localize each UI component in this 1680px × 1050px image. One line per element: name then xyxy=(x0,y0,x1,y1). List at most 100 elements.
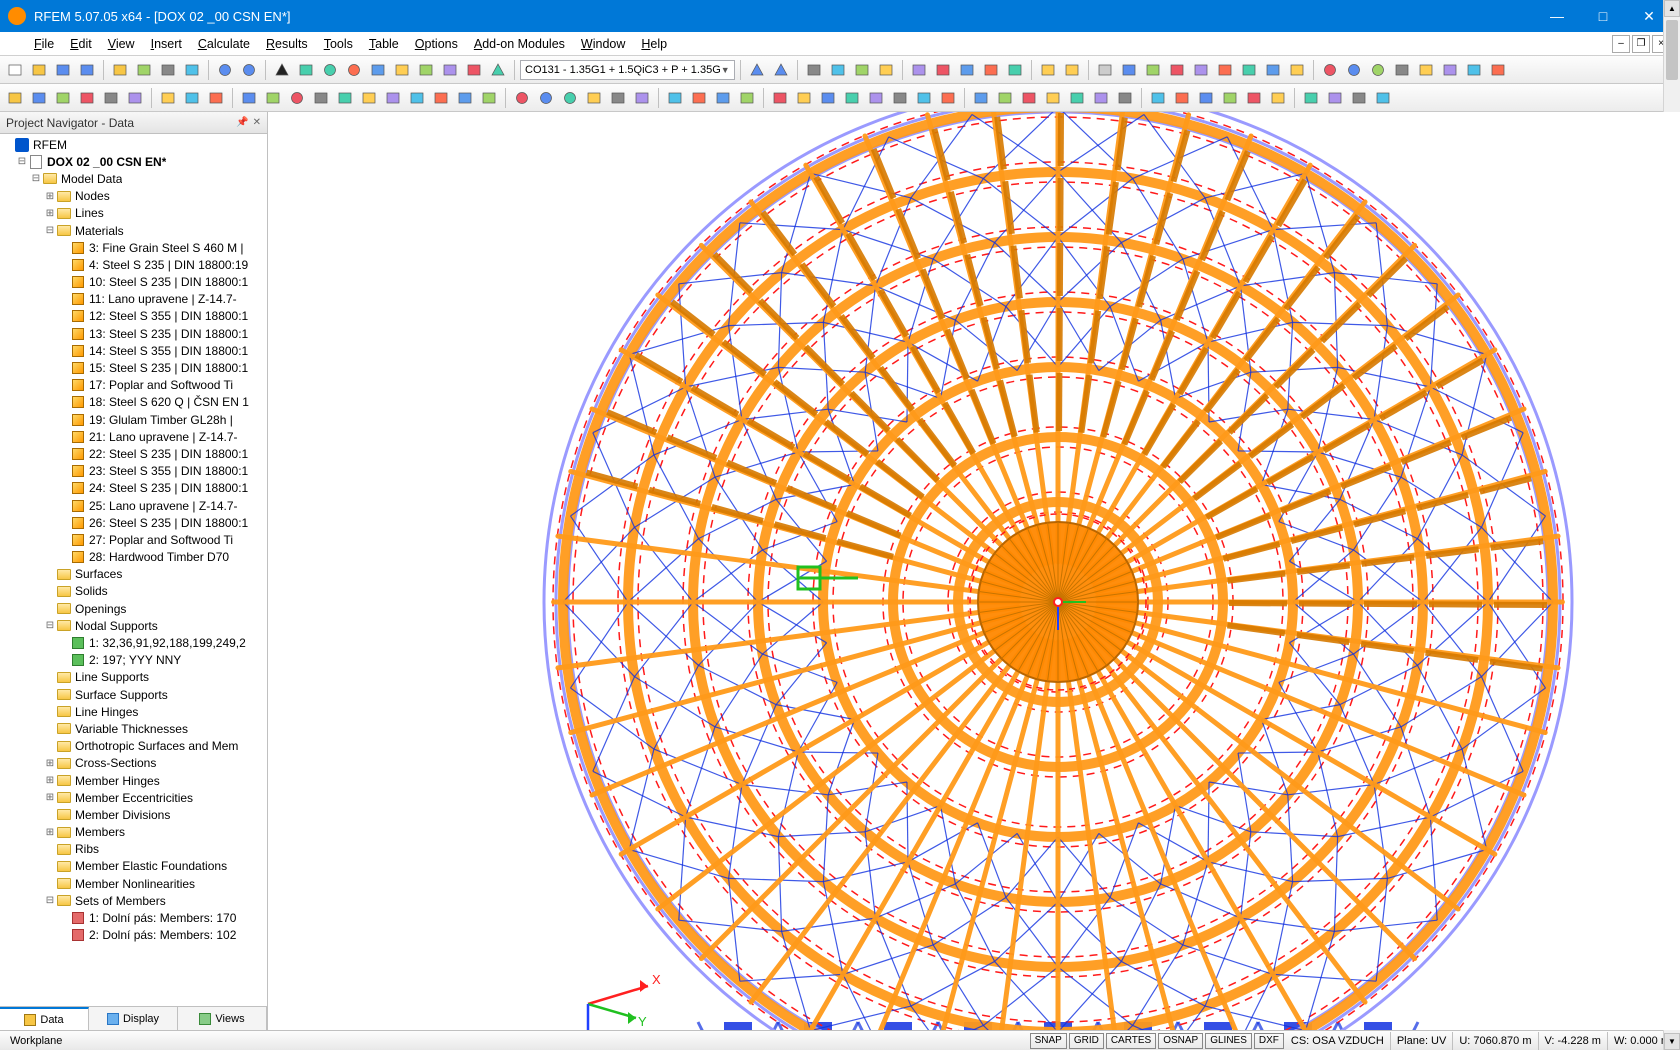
z1-icon[interactable] xyxy=(238,87,260,109)
expander-icon[interactable]: ⊞ xyxy=(44,792,56,803)
x1-icon[interactable] xyxy=(1319,59,1341,81)
m9-icon[interactable] xyxy=(1286,59,1308,81)
mesh-icon[interactable] xyxy=(908,59,930,81)
tree-mat-15[interactable]: 25: Lano upravene | Z-14.7- xyxy=(0,497,267,514)
u4-icon[interactable] xyxy=(841,87,863,109)
tree-nodalsupports[interactable]: ⊟Nodal Supports xyxy=(0,617,267,634)
t5-icon[interactable] xyxy=(1066,87,1088,109)
s2-icon[interactable] xyxy=(1171,87,1193,109)
w1-icon[interactable] xyxy=(511,87,533,109)
t3-icon[interactable] xyxy=(1018,87,1040,109)
menu-calculate[interactable]: Calculate xyxy=(190,35,258,53)
tree-set-1[interactable]: 2: Dolní pás: Members: 102 xyxy=(0,927,267,944)
r3-icon[interactable] xyxy=(1348,87,1370,109)
z8-icon[interactable] xyxy=(406,87,428,109)
open-icon[interactable] xyxy=(28,59,50,81)
tree-mnonlin[interactable]: Member Nonlinearities xyxy=(0,875,267,892)
v4-icon[interactable] xyxy=(736,87,758,109)
tree-mat-9[interactable]: 18: Steel S 620 Q | ČSN EN 1 xyxy=(0,394,267,411)
printgfx-icon[interactable] xyxy=(181,59,203,81)
expander-icon[interactable]: ⊟ xyxy=(44,225,56,236)
t2-icon[interactable] xyxy=(994,87,1016,109)
v2-icon[interactable] xyxy=(688,87,710,109)
navigator-tree[interactable]: RFEM⊟DOX 02 _00 CSN EN*⊟Model Data⊞Nodes… xyxy=(0,134,267,1006)
rotate-icon[interactable] xyxy=(319,59,341,81)
block-icon[interactable] xyxy=(133,59,155,81)
tree-ribs[interactable]: Ribs xyxy=(0,841,267,858)
maximize-button[interactable]: □ xyxy=(1580,0,1626,32)
toggle-grid[interactable]: GRID xyxy=(1069,1033,1104,1049)
z10-icon[interactable] xyxy=(454,87,476,109)
z2-icon[interactable] xyxy=(262,87,284,109)
tree-set-0[interactable]: 1: Dolní pás: Members: 170 xyxy=(0,909,267,926)
render-icon[interactable] xyxy=(875,59,897,81)
snap-icon[interactable] xyxy=(827,59,849,81)
tree-melastic[interactable]: Member Elastic Foundations xyxy=(0,858,267,875)
x3-icon[interactable] xyxy=(1367,59,1389,81)
deform-icon[interactable] xyxy=(956,59,978,81)
project-icon[interactable] xyxy=(109,59,131,81)
tree-mat-5[interactable]: 13: Steel S 235 | DIN 18800:1 xyxy=(0,325,267,342)
menu-insert[interactable]: Insert xyxy=(143,35,190,53)
w5-icon[interactable] xyxy=(607,87,629,109)
toggle-cartes[interactable]: CARTES xyxy=(1106,1033,1156,1049)
y4-icon[interactable] xyxy=(76,87,98,109)
t6-icon[interactable] xyxy=(1090,87,1112,109)
opening-icon[interactable] xyxy=(463,59,485,81)
u7-icon[interactable] xyxy=(913,87,935,109)
t1-icon[interactable] xyxy=(970,87,992,109)
tree-surfacesupports[interactable]: Surface Supports xyxy=(0,686,267,703)
y8-icon[interactable] xyxy=(181,87,203,109)
tab-views[interactable]: Views xyxy=(178,1007,267,1030)
solid-icon[interactable] xyxy=(439,59,461,81)
tree-mat-6[interactable]: 14: Steel S 355 | DIN 18800:1 xyxy=(0,342,267,359)
toggle-osnap[interactable]: OSNAP xyxy=(1158,1033,1203,1049)
expander-icon[interactable]: ⊞ xyxy=(44,758,56,769)
u2-icon[interactable] xyxy=(793,87,815,109)
tree-linesupports[interactable]: Line Supports xyxy=(0,669,267,686)
expander-icon[interactable]: ⊟ xyxy=(44,620,56,631)
saveall-icon[interactable] xyxy=(76,59,98,81)
tree-mat-14[interactable]: 24: Steel S 235 | DIN 18800:1 xyxy=(0,480,267,497)
z3-icon[interactable] xyxy=(286,87,308,109)
z6-icon[interactable] xyxy=(358,87,380,109)
tree-mat-1[interactable]: 4: Steel S 235 | DIN 18800:19 xyxy=(0,256,267,273)
save-icon[interactable] xyxy=(52,59,74,81)
menu-tools[interactable]: Tools xyxy=(316,35,361,53)
y5-icon[interactable] xyxy=(100,87,122,109)
tree-openings[interactable]: Openings xyxy=(0,600,267,617)
tree-varthick[interactable]: Variable Thicknesses xyxy=(0,720,267,737)
next-icon[interactable] xyxy=(770,59,792,81)
tree-mat-10[interactable]: 19: Glulam Timber GL28h | xyxy=(0,411,267,428)
undo-icon[interactable] xyxy=(214,59,236,81)
tree-ortho[interactable]: Orthotropic Surfaces and Mem xyxy=(0,738,267,755)
m4-icon[interactable] xyxy=(1166,59,1188,81)
m3-icon[interactable] xyxy=(1142,59,1164,81)
tree-crosssections[interactable]: ⊞Cross-Sections xyxy=(0,755,267,772)
tree-lines[interactable]: ⊞Lines xyxy=(0,205,267,222)
expander-icon[interactable]: ⊟ xyxy=(44,895,56,906)
move-icon[interactable] xyxy=(295,59,317,81)
x8-icon[interactable] xyxy=(1487,59,1509,81)
expander-icon[interactable]: ⊞ xyxy=(44,191,56,202)
tree-mhinges[interactable]: ⊞Member Hinges xyxy=(0,772,267,789)
r1-icon[interactable] xyxy=(1300,87,1322,109)
tree-mdiv[interactable]: Member Divisions xyxy=(0,806,267,823)
load-combo[interactable]: CO131 - 1.35G1 + 1.5QiC3 + P + 1.35G▼ xyxy=(520,60,735,80)
tree-sets[interactable]: ⊟Sets of Members xyxy=(0,892,267,909)
m1-icon[interactable] xyxy=(1094,59,1116,81)
tab-display[interactable]: Display xyxy=(89,1007,178,1030)
menu-table[interactable]: Table xyxy=(361,35,407,53)
surface-icon[interactable] xyxy=(415,59,437,81)
tab-data[interactable]: Data xyxy=(0,1007,89,1030)
menu-add-on-modules[interactable]: Add-on Modules xyxy=(466,35,573,53)
u6-icon[interactable] xyxy=(889,87,911,109)
u3-icon[interactable] xyxy=(817,87,839,109)
v1-icon[interactable] xyxy=(664,87,686,109)
w3-icon[interactable] xyxy=(559,87,581,109)
s3-icon[interactable] xyxy=(1195,87,1217,109)
z7-icon[interactable] xyxy=(382,87,404,109)
y2-icon[interactable] xyxy=(28,87,50,109)
support-icon[interactable] xyxy=(487,59,509,81)
z9-icon[interactable] xyxy=(430,87,452,109)
